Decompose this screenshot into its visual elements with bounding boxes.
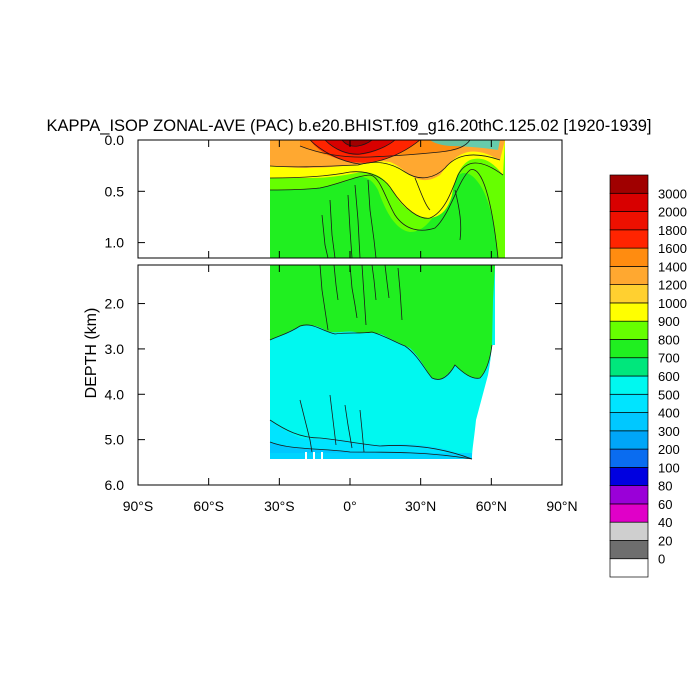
colorbar-swatch [609, 266, 649, 285]
colorbar-swatch [609, 174, 649, 194]
x-tick-label: 30°N [405, 498, 436, 514]
seafloor-gaps [305, 452, 323, 459]
y-tick-label: 0.0 [105, 132, 125, 148]
contour-lines-upper [269, 140, 504, 258]
x-tick-label: 60°S [193, 498, 224, 514]
colorbar-label: 1600 [658, 241, 687, 256]
upper-panel-field [269, 140, 505, 258]
colorbar-swatch [609, 540, 649, 560]
colorbar-swatch [609, 430, 649, 450]
colorbar-swatch [609, 211, 649, 231]
colorbar-label: 60 [658, 497, 672, 512]
colorbar-label: 800 [658, 332, 680, 347]
colorbar-label: 700 [658, 351, 680, 366]
colorbar-label: 2000 [658, 205, 687, 220]
colorbar-swatch [609, 558, 649, 578]
y-tick-label: 1.0 [105, 235, 125, 251]
colorbar-label: 400 [658, 406, 680, 421]
y-tick-label: 6.0 [105, 477, 125, 493]
x-tick-label: 90°N [546, 498, 577, 514]
colorbar-swatch [609, 302, 649, 322]
colorbar-label: 200 [658, 442, 680, 457]
colorbar-legend: 0 20 40 60 80 100 200 300 400 500 600 700 800 900 1000… [609, 174, 687, 578]
colorbar-swatch [609, 357, 649, 377]
y-tick-label: 0.5 [105, 183, 125, 199]
colorbar-label: 600 [658, 369, 680, 384]
y-tick-label: 2.0 [105, 296, 125, 312]
y-axis-upper: 0.0 0.5 1.0 [105, 132, 562, 251]
x-tick-label: 90°S [123, 498, 154, 514]
colorbar-label: 0 [658, 552, 665, 567]
contour-lines-lower [269, 265, 493, 460]
colorbar-label: 40 [658, 515, 672, 530]
colorbar-label: 80 [658, 479, 672, 494]
colorbar-swatch [609, 448, 649, 468]
colorbar-label: 1200 [658, 278, 687, 293]
y-tick-label: 3.0 [105, 341, 125, 357]
chart-title: KAPPA_ISOP ZONAL-AVE (PAC) b.e20.BHIST.f… [46, 117, 651, 135]
colorbar-label: 300 [658, 424, 680, 439]
colorbar-label: 100 [658, 460, 680, 475]
lower-panel-field [269, 265, 495, 460]
colorbar-swatch [609, 339, 649, 359]
y-tick-label: 4.0 [105, 386, 125, 402]
x-tick-label: 30°S [264, 498, 295, 514]
colorbar-swatch [609, 375, 649, 395]
colorbar-label: 1800 [658, 223, 687, 238]
field-bottom-band [270, 453, 472, 459]
colorbar-swatch [609, 247, 649, 267]
y-tick-label: 5.0 [105, 432, 125, 448]
colorbar-label: 1400 [658, 259, 687, 274]
colorbar-swatch [609, 412, 649, 432]
colorbar-swatch [609, 192, 649, 212]
y-axis-label: DEPTH (km) [83, 308, 100, 399]
colorbar-swatch [609, 521, 649, 541]
x-axis: 90°S 60°S 30°S 0° 30°N 60°N 90°N [123, 140, 578, 514]
colorbar-swatch [609, 284, 649, 304]
colorbar-swatch [609, 485, 649, 505]
x-tick-label: 60°N [476, 498, 507, 514]
seafloor-mask-north [472, 345, 495, 459]
colorbar-swatch [609, 320, 649, 340]
colorbar-label: 500 [658, 387, 680, 402]
colorbar-swatch [609, 229, 649, 249]
colorbar-label: 3000 [658, 186, 687, 201]
x-tick-label: 0° [343, 498, 356, 514]
field-700-800-lower [270, 265, 495, 380]
colorbar-swatch [609, 393, 649, 413]
colorbar-label: 1000 [658, 296, 687, 311]
colorbar-swatch [609, 503, 649, 523]
colorbar-label: 20 [658, 533, 672, 548]
y-axis-lower: 2.0 3.0 4.0 5.0 6.0 [105, 296, 562, 493]
colorbar-label: 900 [658, 314, 680, 329]
colorbar-swatch [609, 467, 649, 486]
